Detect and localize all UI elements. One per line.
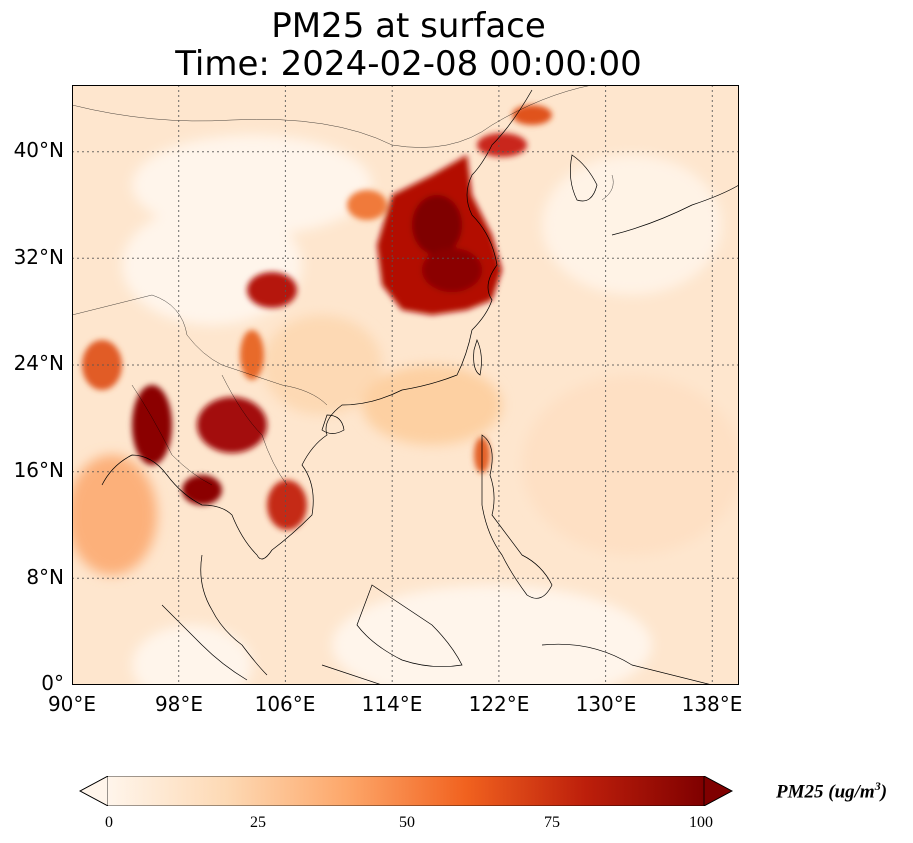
cb-tick-0: 0	[105, 814, 113, 831]
cb-tick-25: 25	[250, 814, 266, 831]
colorbar-high-extend	[703, 776, 733, 806]
map-time: Time: 2024-02-08 00:00:00	[175, 44, 642, 84]
lat-tick-16n: 16°N	[13, 458, 64, 482]
lat-tick-8n: 8°N	[26, 565, 64, 589]
lat-tick-40n: 40°N	[13, 138, 64, 162]
coastlines	[101, 89, 739, 685]
map-frame	[72, 85, 739, 685]
lon-tick-106e: 106°E	[254, 692, 316, 716]
graticule	[72, 85, 739, 685]
colorbar-label: PM25 (ug/m3)	[776, 779, 888, 803]
lon-tick-138e: 138°E	[681, 692, 743, 716]
lat-tick-0: 0°	[41, 671, 64, 695]
lon-tick-114e: 114°E	[361, 692, 423, 716]
cb-tick-100: 100	[689, 814, 713, 831]
lat-tick-24n: 24°N	[13, 351, 64, 375]
colorbar-gradient	[108, 776, 704, 806]
lon-tick-98e: 98°E	[154, 692, 204, 716]
cb-tick-75: 75	[544, 814, 560, 831]
pm25-map	[72, 85, 739, 685]
lon-tick-130e: 130°E	[575, 692, 637, 716]
high-concentration-areas	[82, 105, 552, 530]
lat-tick-32n: 32°N	[13, 245, 64, 269]
map-title: PM25 at surface	[271, 6, 546, 46]
cb-tick-50: 50	[399, 814, 415, 831]
country-borders	[72, 85, 614, 486]
colorbar-low-extend	[79, 776, 109, 806]
lon-tick-90e: 90°E	[47, 692, 97, 716]
colorbar	[79, 776, 733, 806]
lon-tick-122e: 122°E	[468, 692, 530, 716]
